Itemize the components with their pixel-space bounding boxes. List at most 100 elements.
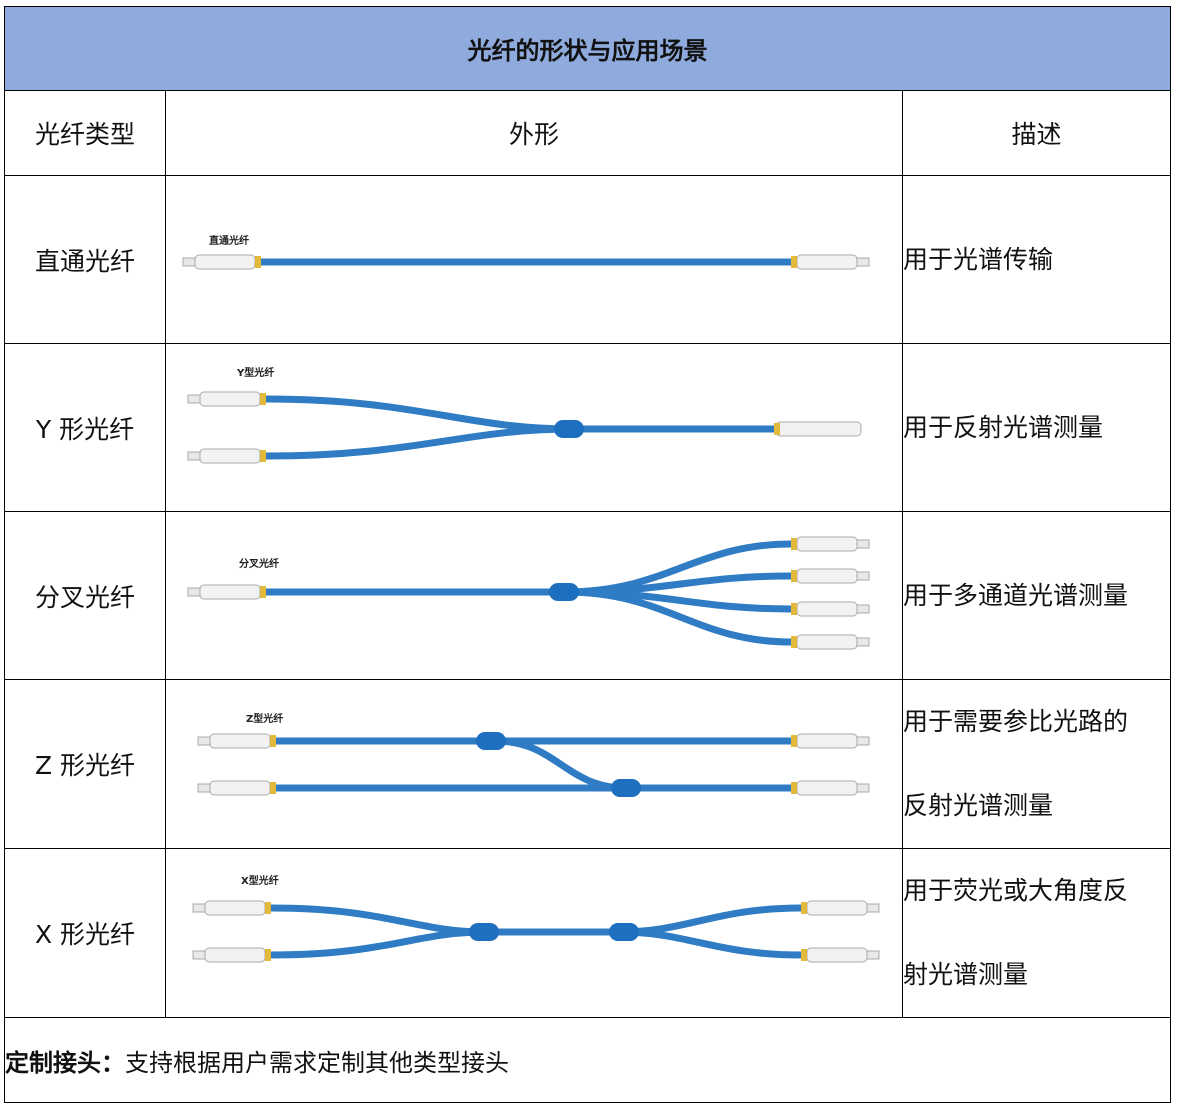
cable — [617, 928, 805, 958]
gold-band — [791, 734, 797, 747]
gold-band — [791, 570, 797, 582]
gold-band — [791, 256, 797, 268]
description: 用于需要参比光路的 — [903, 707, 1129, 736]
ferrule — [796, 536, 858, 552]
cable — [617, 904, 805, 935]
cable — [262, 425, 575, 460]
fiber-image: Y型光纤 — [187, 366, 862, 464]
ferrule — [775, 421, 862, 437]
gold-band — [801, 948, 807, 961]
ferrule-tip — [192, 903, 206, 912]
table-row: 分叉光纤 分叉光纤 用于多通道光谱测量 — [4, 511, 1172, 680]
fiber-image: 分叉光纤 — [187, 536, 870, 650]
ferrule-tip — [192, 950, 206, 959]
gold-band — [265, 948, 271, 961]
junction — [469, 922, 499, 941]
ferrule-tip — [197, 783, 211, 792]
desc-cell: 用于光谱传输 — [901, 175, 1172, 344]
table-body: 直通光纤 直通光纤 用于光谱传输 Y 形光纤 Y型光纤 用于反射光谱测量 分叉光纤 分叉光纤用… — [4, 175, 1172, 1018]
ferrule-tip — [187, 587, 201, 597]
cable — [267, 904, 488, 935]
table-row: Z 形光纤 Z型光纤 用于需要参比光路的 反射光谱测量 — [4, 679, 1172, 849]
ferrule — [199, 391, 261, 407]
ferrule-tip — [856, 539, 870, 549]
image-cell: X型光纤 — [165, 848, 903, 1018]
ferrule — [796, 254, 858, 270]
footer-label: 定制接头： — [5, 1048, 125, 1077]
gold-band — [255, 256, 261, 268]
ferrule — [796, 733, 858, 748]
description: 反射光谱测量 — [903, 791, 1054, 820]
description: 射光谱测量 — [903, 960, 1029, 989]
gold-band — [791, 781, 797, 794]
ferrule — [194, 254, 256, 270]
ferrule-tip — [182, 257, 196, 267]
ferrule — [806, 900, 868, 915]
ferrule — [796, 634, 858, 650]
desc-cell: 用于反射光谱测量 — [901, 343, 1172, 512]
fiber-image: 直通光纤 — [182, 234, 870, 270]
ferrule-tip — [856, 736, 870, 745]
ferrule — [796, 568, 858, 584]
gold-band — [270, 781, 276, 794]
gold-band — [270, 734, 276, 747]
description: 用于荧光或大角度反 — [903, 876, 1129, 905]
image-cell: Z型光纤 — [165, 679, 903, 849]
junction — [549, 583, 579, 601]
image-cell: Y型光纤 — [165, 343, 903, 512]
ferrule — [204, 900, 266, 915]
cable — [262, 395, 575, 433]
gold-band — [260, 450, 266, 462]
gold-band — [791, 538, 797, 550]
header-cell: 外形 — [165, 90, 903, 176]
image-label: X型光纤 — [241, 874, 279, 887]
fiber-table: 光纤的形状与应用场景 光纤类型 外形 描述 直通光纤 直通光纤 用于光谱传输 Y 形光… — [3, 6, 1172, 1103]
table-row: 直通光纤 直通光纤 用于光谱传输 — [4, 175, 1172, 344]
gold-band — [260, 393, 266, 405]
ferrule-tip — [856, 604, 870, 614]
ferrule-tip — [866, 903, 880, 912]
gold-band — [774, 423, 780, 435]
header-cell: 光纤类型 — [4, 90, 166, 176]
fiber-image: Z型光纤 — [197, 712, 870, 797]
description: 用于多通道光谱测量 — [903, 580, 1129, 610]
junction — [554, 420, 584, 438]
cable — [267, 928, 488, 958]
description: 用于光谱传输 — [903, 244, 1054, 274]
junction — [476, 731, 506, 750]
gold-band — [265, 901, 271, 914]
image-cell: 分叉光纤 — [165, 511, 903, 680]
image-label: 分叉光纤 — [239, 557, 279, 570]
footer: 定制接头：支持根据用户需求定制其他类型接头 — [3, 1017, 1172, 1103]
type-cell: Y 形光纤 — [4, 343, 166, 512]
ferrule-tip — [856, 637, 870, 647]
type-cell: Z 形光纤 — [4, 679, 166, 849]
ferrule-tip — [856, 783, 870, 792]
image-label: 直通光纤 — [209, 234, 249, 247]
desc-cell: 用于荧光或大角度反 射光谱测量 — [901, 848, 1172, 1018]
ferrule — [209, 780, 271, 795]
desc-cell: 用于多通道光谱测量 — [901, 511, 1172, 680]
gold-band — [791, 603, 797, 615]
ferrule-tip — [866, 950, 880, 959]
ferrule — [199, 584, 261, 600]
table-title: 光纤的形状与应用场景 — [3, 6, 1172, 91]
ferrule — [806, 947, 868, 962]
ferrule-tip — [197, 736, 211, 745]
table-row: X 形光纤 X型光纤 用于荧光或大角度反 射光谱测量 — [4, 848, 1172, 1018]
image-label: Z型光纤 — [246, 712, 283, 725]
ferrule — [796, 601, 858, 617]
header-cell: 描述 — [901, 90, 1172, 176]
cable — [492, 737, 630, 791]
image-cell: 直通光纤 — [165, 175, 903, 344]
type-cell: X 形光纤 — [4, 848, 166, 1018]
desc-cell: 用于需要参比光路的 反射光谱测量 — [901, 679, 1172, 849]
ferrule — [204, 947, 266, 962]
gold-band — [791, 636, 797, 648]
ferrule-tip — [856, 571, 870, 581]
footer-text: 支持根据用户需求定制其他类型接头 — [125, 1048, 509, 1077]
ferrule — [199, 448, 261, 464]
ferrule — [209, 733, 271, 748]
cable — [562, 588, 795, 646]
ferrule-tip — [187, 451, 201, 461]
